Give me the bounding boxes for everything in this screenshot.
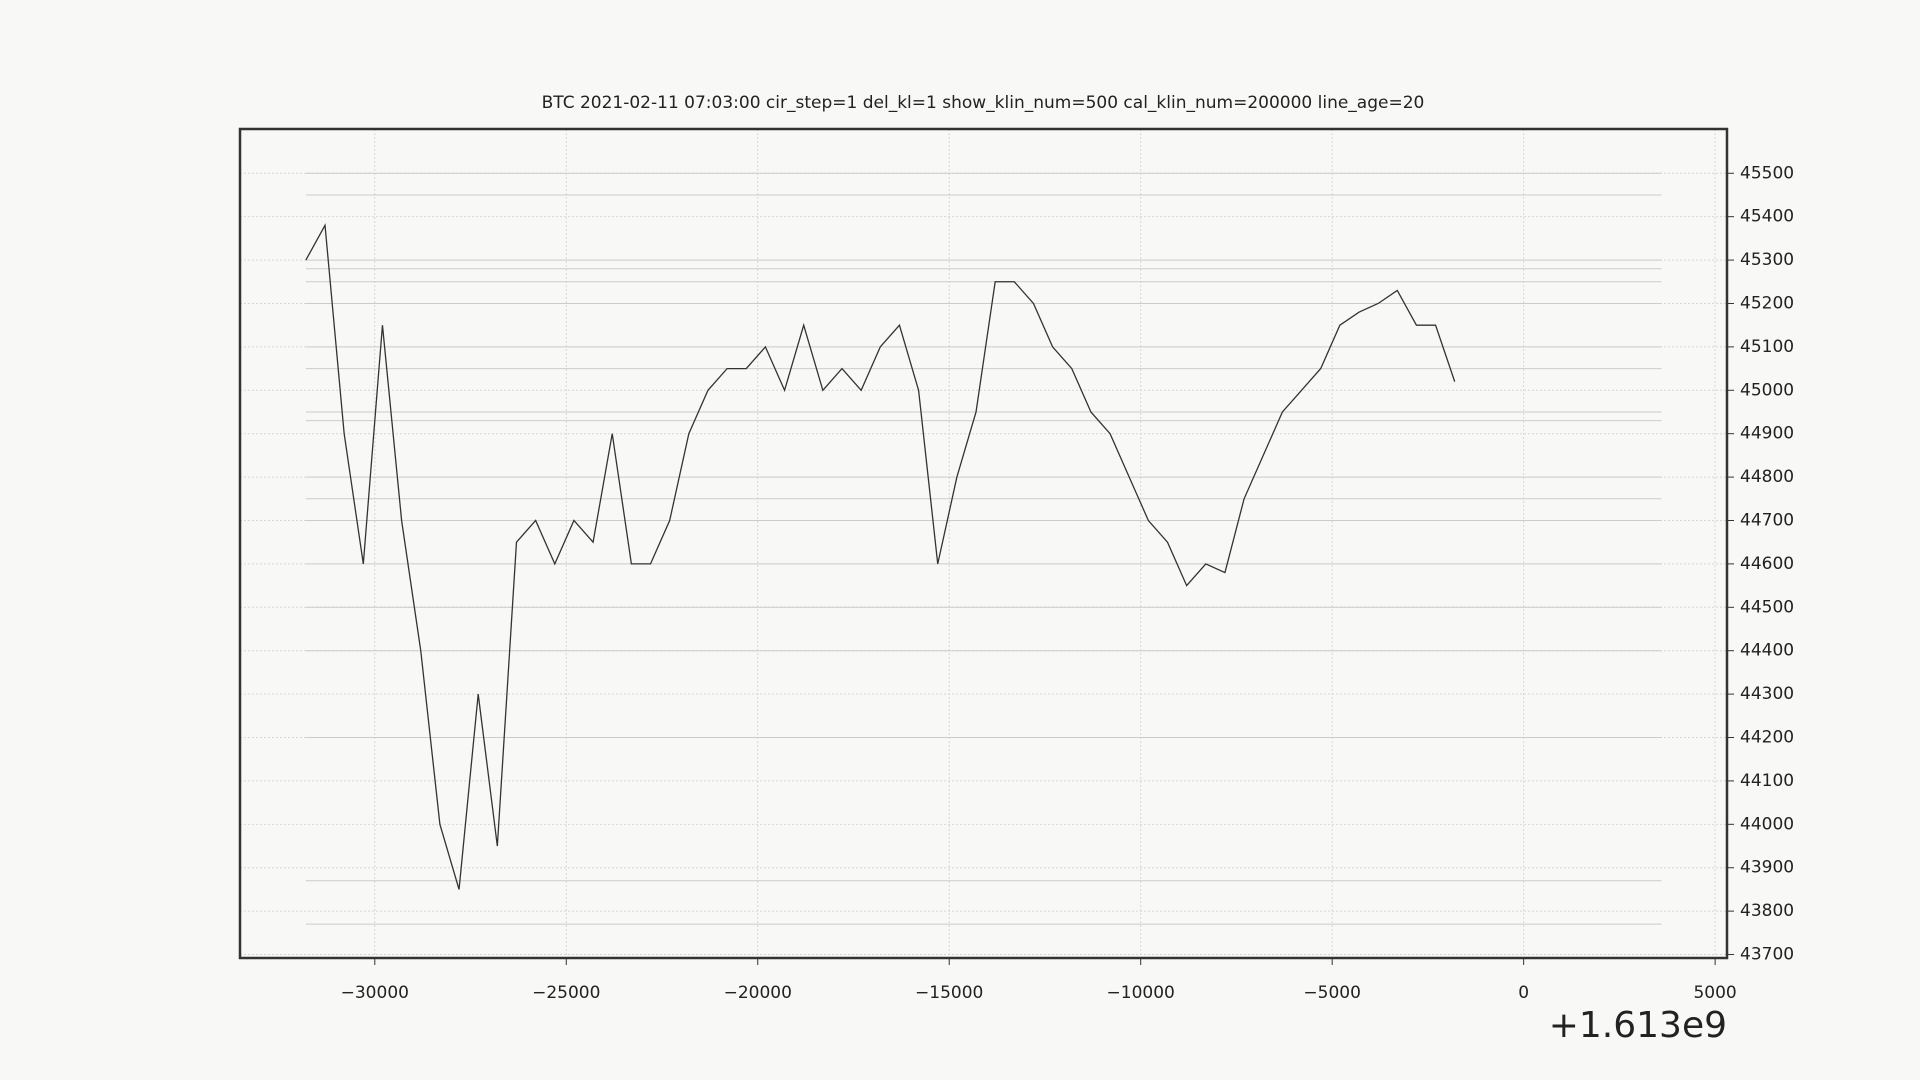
y-tick-label: 45500 bbox=[1740, 163, 1794, 183]
x-tick-label: −20000 bbox=[724, 983, 792, 1003]
x-tick-label: 5000 bbox=[1693, 983, 1736, 1003]
x-tick-label: −15000 bbox=[915, 983, 983, 1003]
x-tick-label: −5000 bbox=[1303, 983, 1361, 1003]
x-tick-label: −30000 bbox=[341, 983, 409, 1003]
y-tick-label: 44600 bbox=[1740, 554, 1794, 574]
x-tick-label: 0 bbox=[1518, 983, 1529, 1003]
y-tick-label: 44700 bbox=[1740, 510, 1794, 530]
x-tick-label: −10000 bbox=[1107, 983, 1175, 1003]
y-tick-label: 44100 bbox=[1740, 771, 1794, 791]
y-tick-label: 45400 bbox=[1740, 207, 1794, 227]
y-tick-label: 44000 bbox=[1740, 814, 1794, 834]
y-tick-label: 44400 bbox=[1740, 641, 1794, 661]
chart-title: BTC 2021-02-11 07:03:00 cir_step=1 del_k… bbox=[542, 93, 1425, 113]
y-tick-label: 45100 bbox=[1740, 337, 1794, 357]
x-tick-label: −25000 bbox=[532, 983, 600, 1003]
y-tick-label: 45300 bbox=[1740, 250, 1794, 270]
y-tick-label: 43700 bbox=[1740, 945, 1794, 965]
y-tick-label: 44200 bbox=[1740, 728, 1794, 748]
price-line bbox=[305, 223, 1456, 890]
y-tick-label: 44800 bbox=[1740, 467, 1794, 487]
x-offset-label: +1.613e9 bbox=[1549, 1005, 1727, 1046]
y-tick-label: 43800 bbox=[1740, 901, 1794, 921]
y-tick-label: 43900 bbox=[1740, 858, 1794, 878]
y-tick-label: 44300 bbox=[1740, 684, 1794, 704]
y-tick-label: 44900 bbox=[1740, 424, 1794, 444]
y-tick-label: 45000 bbox=[1740, 380, 1794, 400]
plot-frame bbox=[238, 127, 1729, 960]
y-tick-label: 45200 bbox=[1740, 293, 1794, 313]
y-tick-label: 44500 bbox=[1740, 597, 1794, 617]
